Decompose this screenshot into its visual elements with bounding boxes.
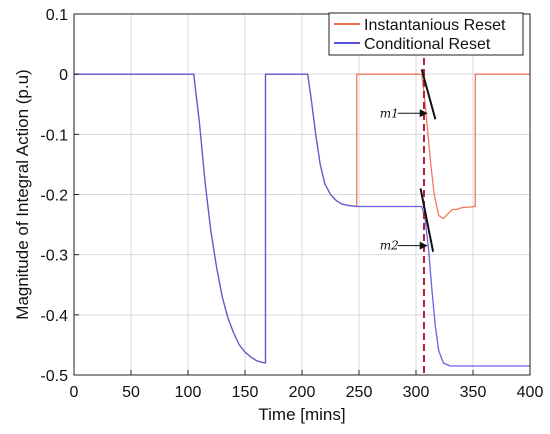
y-tick-label: -0.4 — [40, 308, 68, 325]
series-layer — [74, 73, 530, 367]
annotation-m2: m2 — [380, 239, 399, 253]
y-tick-label: -0.2 — [40, 188, 68, 205]
x-tick-label: 400 — [517, 384, 544, 401]
y-tick-label: -0.1 — [40, 127, 68, 144]
x-tick-label: 250 — [346, 384, 373, 401]
legend-entry-instantanious-reset: Instantanious Reset — [364, 17, 506, 34]
legend-entry-conditional-reset: Conditional Reset — [364, 36, 491, 53]
marker-layer: m1 m2 — [380, 14, 437, 375]
x-tick-label: 50 — [122, 384, 140, 401]
x-tick-label: 300 — [403, 384, 430, 401]
legend: Instantanious Reset Conditional Reset — [328, 12, 524, 56]
annotation-arrow-head — [419, 109, 428, 118]
x-tick-label: 200 — [289, 384, 316, 401]
y-axis-label: Magnitude of Integral Action (p.u) — [13, 69, 32, 319]
legend-box — [328, 12, 524, 56]
x-axis-label: Time [mins] — [258, 405, 345, 424]
tick-labels: 0 50 100 150 200 250 300 350 400 0.1 0 -0.1 -0.2 -0.3… — [40, 7, 543, 401]
series-line-conditional-reset — [74, 73, 530, 367]
y-tick-label: -0.5 — [40, 368, 68, 385]
x-tick-label: 350 — [460, 384, 487, 401]
tangent-line-m2 — [419, 188, 435, 252]
y-tick-label: -0.3 — [40, 248, 68, 265]
y-tick-label: 0.1 — [46, 7, 68, 24]
y-tick-label: 0 — [59, 67, 68, 84]
tangent-line-m1 — [420, 69, 437, 120]
x-tick-label: 150 — [232, 384, 259, 401]
annotation-arrow-head — [419, 241, 428, 250]
annotation-m1: m1 — [380, 106, 399, 120]
x-tick-label: 100 — [175, 384, 202, 401]
x-tick-label: 0 — [70, 384, 79, 401]
grid-lines — [73, 13, 531, 376]
